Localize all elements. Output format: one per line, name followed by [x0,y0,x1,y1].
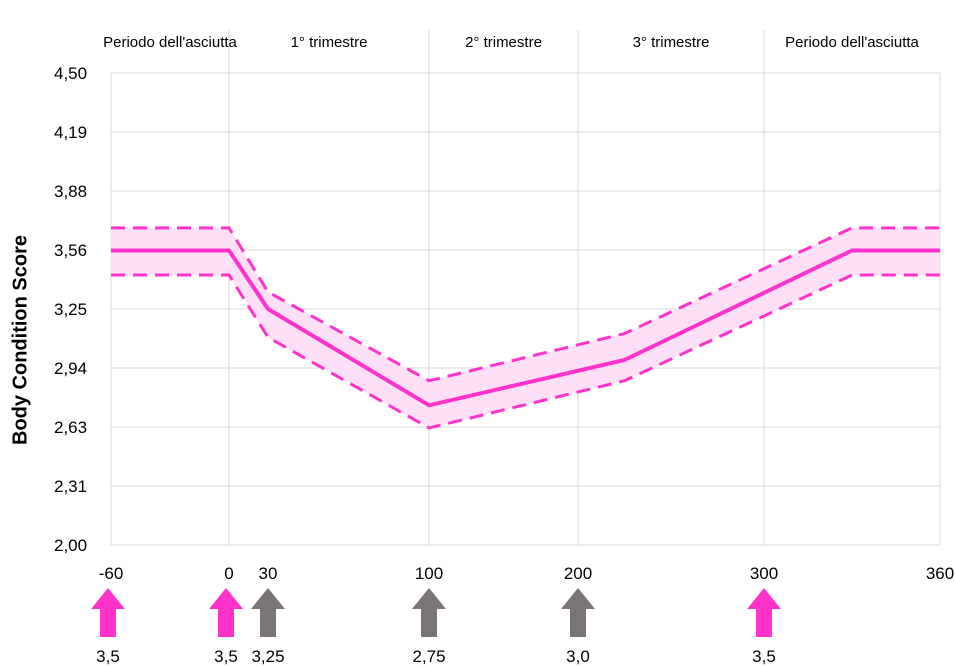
x-tick-label: 100 [415,564,443,583]
y-tick-label: 2,00 [54,536,87,555]
period-label: Periodo dell'asciutta [103,34,237,51]
y-axis-label-text: Body Condition Score [9,235,32,445]
period-labels: Periodo dell'asciutta 1° trimestre 2° trim… [103,34,919,51]
target-value-label: 3,0 [566,647,590,666]
up-arrow-icon [561,588,595,637]
confidence-band [111,227,940,428]
x-tick-labels: -60 0 30 100 200 300 360 [99,564,954,583]
period-label: 3° trimestre [633,34,710,51]
y-tick-label: 3,25 [54,300,87,319]
target-value-label: 3,5 [214,647,238,666]
up-arrow-icon [412,588,446,637]
period-label: 1° trimestre [291,34,368,51]
period-label: 2° trimestre [465,34,542,51]
x-tick-label: 300 [750,564,778,583]
up-arrow-icon [209,588,243,637]
up-arrow-icon [251,588,285,637]
y-tick-label: 3,88 [54,182,87,201]
target-value-label: 3,5 [96,647,120,666]
target-value-label: 3,5 [752,647,776,666]
y-tick-label: 4,19 [54,123,87,142]
x-tick-label: 200 [564,564,592,583]
x-tick-label: 0 [224,564,233,583]
target-value-label: 2,75 [412,647,445,666]
up-arrow-icon [91,588,125,637]
y-tick-labels: 4,50 4,19 3,88 3,56 3,25 2,94 2,63 2,31 2,00 [54,64,87,555]
period-label: Periodo dell'asciutta [785,34,919,51]
x-tick-label: -60 [99,564,124,583]
y-tick-label: 2,31 [54,477,87,496]
target-value-label: 3,25 [251,647,284,666]
x-tick-label: 360 [926,564,954,583]
y-tick-label: 2,94 [54,359,87,378]
up-arrow-icon [747,588,781,637]
band-area [111,227,940,428]
lower-bound-line [111,273,940,430]
y-tick-label: 3,56 [54,241,87,260]
y-axis-label: Body Condition Score [4,235,38,445]
y-tick-label: 4,50 [54,64,87,83]
x-tick-label: 30 [259,564,278,583]
upper-bound-line [111,226,940,383]
target-arrows: 3,5 3,5 3,25 2,75 3,0 3,5 [91,588,781,666]
y-tick-label: 2,63 [54,418,87,437]
series-lines [111,226,940,430]
bcs-target-line [111,248,940,408]
